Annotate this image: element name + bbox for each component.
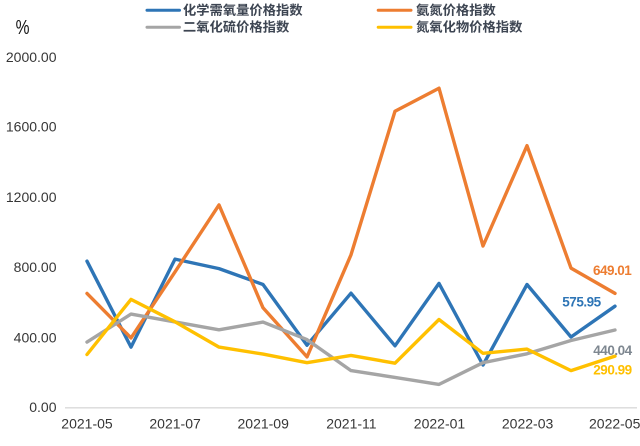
svg-text:1200.00: 1200.00	[6, 189, 57, 205]
svg-text:2000.00: 2000.00	[6, 49, 57, 65]
svg-text:440.04: 440.04	[593, 343, 632, 358]
svg-text:2022-03: 2022-03	[502, 416, 554, 432]
svg-text:2021-09: 2021-09	[238, 416, 290, 432]
svg-text:0.00: 0.00	[29, 399, 56, 415]
svg-text:575.95: 575.95	[562, 295, 601, 310]
svg-text:2021-11: 2021-11	[326, 416, 377, 432]
svg-text:2022-05: 2022-05	[589, 416, 640, 432]
svg-text:400.00: 400.00	[14, 330, 57, 346]
svg-text:2021-07: 2021-07	[149, 416, 201, 432]
svg-text:1600.00: 1600.00	[6, 119, 57, 135]
svg-text:2021-05: 2021-05	[61, 416, 113, 432]
svg-text:290.99: 290.99	[593, 363, 631, 378]
svg-text:%: %	[16, 16, 30, 39]
svg-text:800.00: 800.00	[14, 259, 57, 275]
svg-text:649.01: 649.01	[593, 263, 632, 278]
svg-text:2022-01: 2022-01	[414, 416, 466, 432]
